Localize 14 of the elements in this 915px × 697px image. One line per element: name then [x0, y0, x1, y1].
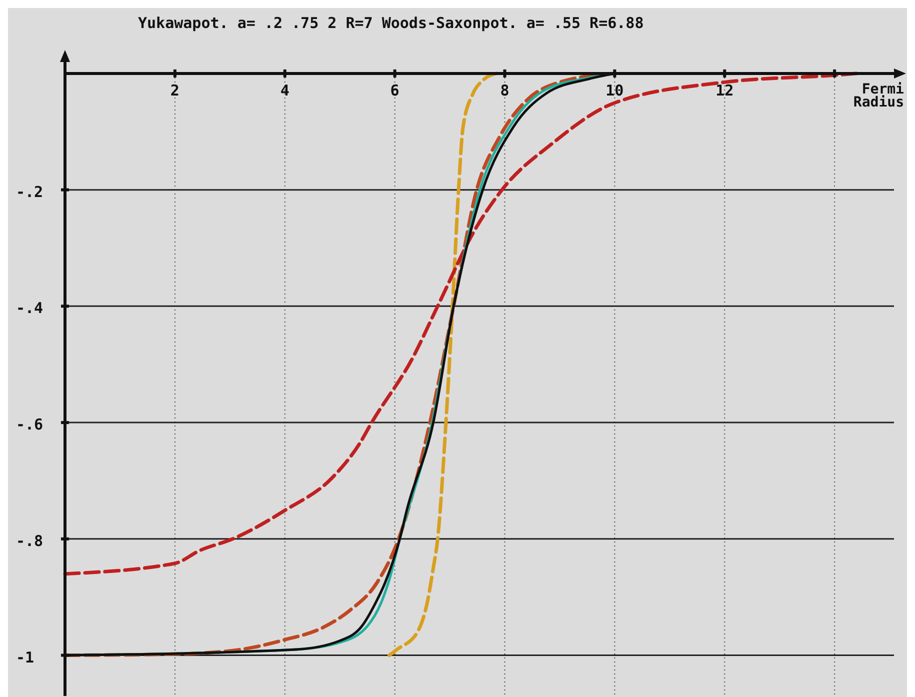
- y-tick-label: -.2: [16, 182, 44, 201]
- x-tick-label: 2: [170, 81, 180, 100]
- x-tick-label: 12: [716, 81, 734, 100]
- x-tick-label: 10: [606, 81, 624, 100]
- x-tick-label: 6: [390, 81, 400, 100]
- x-tick-label: 4: [280, 81, 290, 100]
- chart-title: Yukawapot. a= .2 .75 2 R=7 Woods-Saxonpot. a= .55 R=6.88: [138, 14, 644, 32]
- y-tick-label: -.8: [16, 532, 44, 550]
- x-tick-label: 8: [500, 81, 510, 100]
- y-tick-label: -.6: [16, 416, 44, 434]
- y-tick-label: -.4: [16, 299, 44, 318]
- line-series: [388, 72, 498, 658]
- y-tick-label: -1: [16, 648, 34, 666]
- x-axis-title: Fermi Radius: [853, 81, 904, 110]
